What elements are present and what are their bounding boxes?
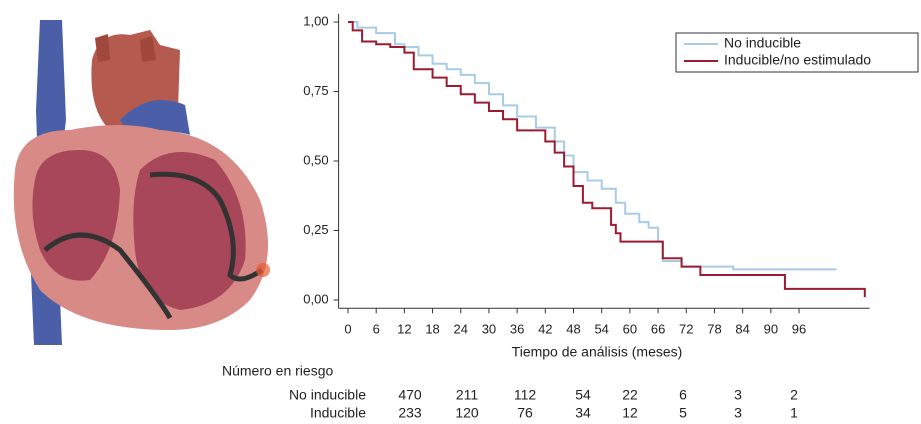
risk-count: 54 — [575, 387, 591, 403]
legend-label: Inducible/no estimulado — [724, 52, 871, 68]
risk-count: 76 — [517, 405, 533, 421]
risk-row-label: Inducible — [310, 405, 366, 421]
risk-count: 2 — [790, 387, 798, 403]
x-tick-label: 0 — [344, 322, 351, 337]
risk-count: 5 — [679, 405, 687, 421]
x-tick-label: 42 — [538, 322, 552, 337]
x-tick-label: 84 — [735, 322, 749, 337]
x-tick-label: 60 — [623, 322, 637, 337]
risk-count: 1 — [790, 405, 798, 421]
x-tick-label: 18 — [425, 322, 439, 337]
x-tick-label: 6 — [373, 322, 380, 337]
x-tick-label: 96 — [792, 322, 806, 337]
risk-count: 233 — [398, 405, 422, 421]
x-tick-label: 90 — [764, 322, 778, 337]
risk-count: 6 — [679, 387, 687, 403]
x-tick-label: 54 — [594, 322, 608, 337]
x-tick-label: 48 — [566, 322, 580, 337]
risk-count: 211 — [456, 387, 479, 403]
y-tick-label: 0,75 — [303, 83, 328, 98]
risk-count: 3 — [734, 405, 742, 421]
x-tick-label: 66 — [651, 322, 665, 337]
figure: Tiempo de análisis (meses) 0,00 0,25 0,50 0… — [0, 0, 921, 424]
y-tick-label: 0,00 — [303, 291, 328, 306]
risk-count: 112 — [514, 387, 537, 403]
risk-count: 34 — [575, 405, 591, 421]
x-axis-title: Tiempo de análisis (meses) — [512, 344, 683, 360]
risk-count: 22 — [622, 387, 638, 403]
y-tick-label: 0,50 — [303, 152, 328, 167]
x-tick-label: 72 — [679, 322, 693, 337]
risk-table-title: Número en riesgo — [222, 363, 333, 379]
legend-label: No inducible — [724, 35, 801, 51]
risk-count: 470 — [398, 387, 422, 403]
x-tick-label: 24 — [454, 322, 468, 337]
x-tick-label: 12 — [397, 322, 411, 337]
y-tick-label: 1,00 — [303, 13, 328, 28]
heart-illustration — [14, 20, 270, 345]
risk-count: 12 — [622, 405, 638, 421]
x-tick-label: 36 — [510, 322, 524, 337]
y-tick-label: 0,25 — [303, 222, 328, 237]
risk-row-label: No inducible — [289, 387, 366, 403]
risk-count: 3 — [734, 387, 742, 403]
x-tick-label: 30 — [482, 322, 496, 337]
risk-count: 120 — [455, 405, 479, 421]
x-tick-label: 78 — [707, 322, 721, 337]
